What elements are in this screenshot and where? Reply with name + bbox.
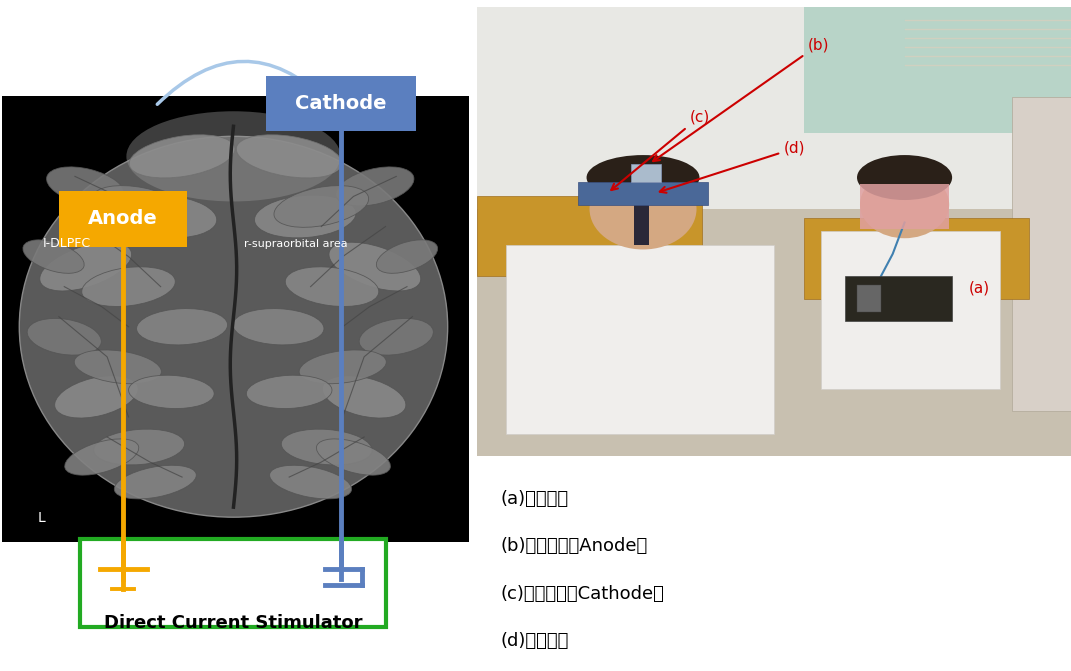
Bar [803,7,1071,133]
Ellipse shape [376,240,438,273]
Ellipse shape [270,465,351,499]
Ellipse shape [40,242,132,291]
Bar [577,182,708,205]
Bar [631,164,661,182]
Ellipse shape [137,309,227,345]
Ellipse shape [359,319,434,355]
Ellipse shape [130,135,235,178]
Ellipse shape [316,439,391,475]
Ellipse shape [587,155,699,200]
Ellipse shape [589,168,696,250]
Ellipse shape [94,429,184,465]
Text: Cathode: Cathode [295,94,387,113]
Ellipse shape [282,429,372,465]
Bar [507,245,774,434]
Ellipse shape [64,439,139,475]
Ellipse shape [19,136,448,517]
Bar [634,205,649,245]
Bar [860,185,949,229]
Ellipse shape [115,465,196,499]
Text: (c): (c) [612,109,710,190]
Ellipse shape [126,111,341,201]
Text: r-supraorbital area: r-supraorbital area [244,239,348,248]
Text: (a)刈激装置: (a)刈激装置 [500,491,569,508]
Ellipse shape [129,375,214,409]
Ellipse shape [74,350,162,384]
Bar [821,231,999,389]
Text: Direct Current Stimulator: Direct Current Stimulator [104,615,363,633]
Ellipse shape [116,195,216,238]
Text: (c)陰極電極（Cathode）: (c)陰極電極（Cathode） [500,584,664,603]
Ellipse shape [299,350,387,384]
Ellipse shape [322,376,406,418]
Bar [845,276,952,321]
Ellipse shape [285,267,379,307]
Bar [2,96,469,542]
Text: L: L [37,511,45,525]
Bar [59,191,187,246]
Ellipse shape [233,309,323,345]
Ellipse shape [255,195,356,238]
Bar [477,195,703,276]
Ellipse shape [335,167,414,206]
Text: (a): (a) [968,280,990,295]
Ellipse shape [55,376,138,418]
Ellipse shape [857,155,952,200]
Text: (b)陽極電極（Anode）: (b)陽極電極（Anode） [500,537,648,556]
Ellipse shape [237,135,342,178]
Bar [266,76,416,132]
Ellipse shape [274,186,368,227]
Ellipse shape [246,375,332,409]
Text: (b): (b) [653,38,829,161]
Ellipse shape [27,319,102,355]
Text: I-DLPFC: I-DLPFC [43,237,91,250]
Bar [477,7,1071,209]
Ellipse shape [81,267,176,307]
Text: Anode: Anode [88,209,159,229]
Ellipse shape [860,171,949,238]
Ellipse shape [22,240,85,273]
Ellipse shape [46,167,125,206]
Ellipse shape [92,186,186,227]
Ellipse shape [329,242,421,291]
Text: (d): (d) [660,141,805,193]
Bar [1012,97,1071,411]
Text: (d)固定装置: (d)固定装置 [500,632,569,650]
Bar [80,539,386,627]
Bar [857,285,880,313]
Bar [803,218,1029,299]
